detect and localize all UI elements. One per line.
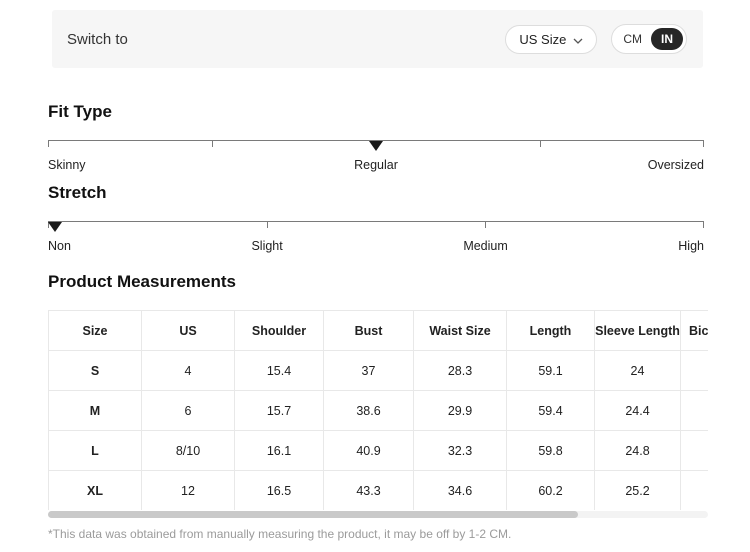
stretch-scale-line — [48, 221, 704, 222]
table-cell: 16.1 — [234, 430, 324, 471]
scale-tick — [212, 140, 213, 147]
unit-toggle[interactable]: CM IN — [611, 24, 687, 54]
stretch-heading: Stretch — [48, 183, 107, 202]
size-system-value: US Size — [519, 31, 567, 47]
table-cell: 38.6 — [323, 390, 414, 431]
measurements-table-viewport[interactable]: Size US Shoulder Bust Waist Size Length Sleeve… — [48, 310, 708, 510]
unit-option-in[interactable]: IN — [651, 28, 683, 50]
stretch-label-slight: Slight — [251, 239, 283, 253]
table-cell: 40.9 — [323, 430, 414, 471]
fit-type-label-oversized: Oversized — [647, 158, 704, 172]
table-cell: 32.3 — [413, 430, 507, 471]
table-cell: 6 — [141, 390, 235, 431]
table-cell: 24.8 — [594, 430, 681, 471]
chevron-down-icon — [573, 32, 583, 47]
header-cell: Sleeve Length — [594, 310, 681, 351]
table-cell — [680, 430, 708, 471]
topbar-controls: US Size CM IN — [505, 24, 687, 54]
fit-type-labels: Skinny Regular Oversized — [48, 158, 704, 174]
switch-to-bar: Switch to US Size CM IN — [52, 10, 703, 68]
table-header-row: Size US Shoulder Bust Waist Size Length Sleeve… — [48, 310, 708, 351]
table-cell: 59.1 — [506, 350, 595, 391]
measurement-disclaimer: *This data was obtained from manually me… — [48, 527, 512, 541]
table-cell: 25.2 — [594, 470, 681, 510]
table-cell: S — [48, 350, 142, 391]
table-hscrollbar-thumb[interactable] — [48, 511, 578, 518]
table-cell: 59.8 — [506, 430, 595, 471]
stretch-label-medium: Medium — [463, 239, 508, 253]
table-cell: 12 — [141, 470, 235, 510]
header-cell: Bust — [323, 310, 414, 351]
table-cell: 4 — [141, 350, 235, 391]
fit-type-heading: Fit Type — [48, 102, 112, 121]
header-cell: Size — [48, 310, 142, 351]
unit-option-cm[interactable]: CM — [623, 32, 642, 46]
table-cell: 8/10 — [141, 430, 235, 471]
switch-to-label: Switch to — [67, 30, 128, 48]
header-cell: Bic — [680, 310, 708, 351]
stretch-label-non: Non — [48, 239, 71, 253]
table-row: XL 12 16.5 43.3 34.6 60.2 25.2 — [48, 470, 708, 510]
table-cell: L — [48, 430, 142, 471]
size-system-dropdown[interactable]: US Size — [505, 24, 598, 54]
table-cell: 24 — [594, 350, 681, 391]
stretch-label-high: High — [678, 239, 704, 253]
table-cell: 59.4 — [506, 390, 595, 431]
fit-type-scale — [48, 140, 704, 154]
table-cell: 15.7 — [234, 390, 324, 431]
table-cell: 60.2 — [506, 470, 595, 510]
stretch-marker-icon — [47, 222, 62, 232]
fit-type-label-skinny: Skinny — [48, 158, 86, 172]
table-cell — [680, 470, 708, 510]
scale-tick — [540, 140, 541, 147]
table-cell — [680, 390, 708, 431]
header-cell: Shoulder — [234, 310, 324, 351]
table-cell: 15.4 — [234, 350, 324, 391]
scale-tick — [703, 221, 704, 228]
table-row: M 6 15.7 38.6 29.9 59.4 24.4 — [48, 390, 708, 431]
table-hscrollbar-track[interactable] — [48, 511, 708, 518]
product-measurements-heading: Product Measurements — [48, 272, 236, 291]
fit-type-label-regular: Regular — [354, 158, 398, 172]
table-row: L 8/10 16.1 40.9 32.3 59.8 24.8 — [48, 430, 708, 471]
measurements-table: Size US Shoulder Bust Waist Size Length Sleeve… — [48, 310, 708, 510]
table-row: S 4 15.4 37 28.3 59.1 24 — [48, 350, 708, 391]
header-cell: Waist Size — [413, 310, 507, 351]
header-cell: Length — [506, 310, 595, 351]
table-cell: 37 — [323, 350, 414, 391]
table-cell: 29.9 — [413, 390, 507, 431]
table-cell: 16.5 — [234, 470, 324, 510]
stretch-scale — [47, 221, 704, 235]
table-cell: 24.4 — [594, 390, 681, 431]
scale-tick — [48, 140, 49, 147]
table-cell: 34.6 — [413, 470, 507, 510]
table-cell — [680, 350, 708, 391]
table-cell: 28.3 — [413, 350, 507, 391]
stretch-labels: Non Slight Medium High — [48, 239, 704, 255]
scale-tick — [703, 140, 704, 147]
scale-tick — [266, 221, 268, 228]
header-cell: US — [141, 310, 235, 351]
scale-tick — [485, 221, 487, 228]
table-cell: M — [48, 390, 142, 431]
fit-type-marker-icon — [369, 141, 383, 151]
table-cell: 43.3 — [323, 470, 414, 510]
table-cell: XL — [48, 470, 142, 510]
